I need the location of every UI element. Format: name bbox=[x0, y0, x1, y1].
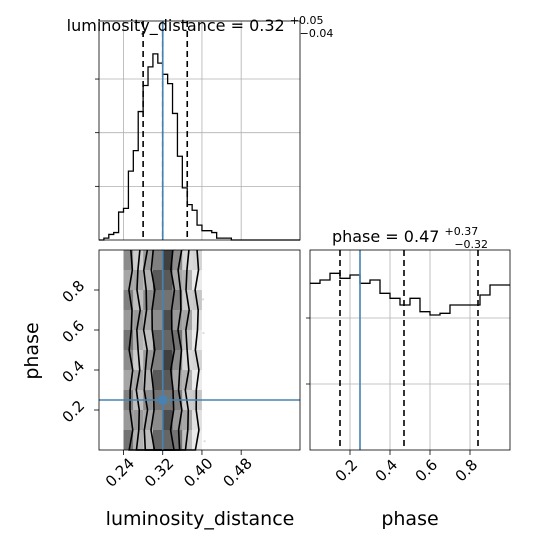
joint-density-cell bbox=[123, 310, 134, 330]
phase-title: phase = 0.47 +0.37 −0.32 bbox=[332, 220, 488, 251]
joint-density-cell bbox=[162, 350, 173, 370]
phase-hist-xtick-label-2: 0.6 bbox=[412, 456, 442, 486]
joint-density-cell bbox=[152, 270, 163, 290]
joint-density-cell bbox=[162, 370, 173, 390]
joint-density-cell bbox=[162, 410, 173, 430]
joint-density-cell bbox=[162, 250, 173, 270]
joint-xtick-label-2: 0.40 bbox=[180, 454, 216, 490]
joint-density-cell bbox=[172, 370, 183, 390]
phase-hist-xtick-label-3: 0.8 bbox=[452, 456, 482, 486]
joint-sample-point bbox=[202, 331, 205, 335]
joint-density-cell bbox=[123, 430, 134, 450]
joint-density-cell bbox=[123, 290, 134, 310]
phase-hist-xtick-label-0: 0.2 bbox=[332, 456, 362, 486]
joint-xtick-label-0: 0.24 bbox=[102, 454, 138, 490]
joint-density-cell bbox=[172, 310, 183, 330]
joint-ytick-label-0: 0.2 bbox=[59, 397, 89, 427]
joint-density-cell bbox=[152, 310, 163, 330]
joint-density-cell bbox=[172, 350, 183, 370]
joint-truth-marker bbox=[158, 396, 167, 404]
joint-density-cell bbox=[143, 370, 153, 390]
joint-density-cell bbox=[143, 250, 153, 270]
phase-hist-frame bbox=[309, 249, 511, 451]
joint-density-cell bbox=[143, 330, 153, 350]
phase-hist-xtick-label-1: 0.4 bbox=[372, 456, 402, 486]
joint-density-cell bbox=[162, 310, 173, 330]
joint-density-cell bbox=[143, 430, 153, 450]
joint-density-cell bbox=[123, 330, 134, 350]
x-axis-label-luminosity-distance: luminosity_distance bbox=[106, 508, 295, 530]
joint-density-cell bbox=[172, 330, 183, 350]
phase-hist-step bbox=[310, 272, 510, 316]
lum-hist-step bbox=[99, 53, 300, 241]
joint-density-cell bbox=[152, 250, 163, 270]
joint-sample-point bbox=[202, 298, 205, 301]
joint-density-cell bbox=[143, 270, 153, 290]
luminosity-distance-title: luminosity_distance = 0.32 +0.05 −0.04 bbox=[67, 9, 334, 40]
joint-density-cell bbox=[152, 370, 163, 390]
joint-density-cell bbox=[152, 350, 163, 370]
joint-density-cell bbox=[162, 330, 173, 350]
joint-density-cell bbox=[172, 250, 183, 270]
joint-density-cell bbox=[143, 350, 153, 370]
joint-ytick-label-3: 0.8 bbox=[59, 277, 89, 307]
joint-density-cell bbox=[172, 270, 183, 290]
joint-density-cell bbox=[143, 410, 153, 430]
joint-sample-point bbox=[203, 440, 206, 443]
lum-hist-frame bbox=[98, 20, 301, 241]
joint-ytick-label-1: 0.4 bbox=[59, 357, 89, 387]
joint-xtick-label-3: 0.48 bbox=[219, 454, 255, 490]
joint-density-cell bbox=[172, 430, 183, 450]
joint-density-cell bbox=[152, 290, 163, 310]
joint-density-cell bbox=[172, 410, 183, 430]
joint-density-cell bbox=[162, 290, 173, 310]
joint-density-cell bbox=[152, 410, 163, 430]
joint-xtick-label-1: 0.32 bbox=[141, 454, 177, 490]
y-axis-label-phase: phase bbox=[21, 322, 43, 379]
joint-posterior-panel: 0.24 0.32 0.40 0.48 0.2 0.4 0.6 0.8 bbox=[59, 248, 301, 491]
joint-density-cell bbox=[123, 350, 134, 370]
joint-density-cell bbox=[162, 430, 173, 450]
joint-density-cell bbox=[123, 370, 134, 390]
joint-density-cell bbox=[123, 270, 134, 290]
joint-density-cell bbox=[172, 290, 183, 310]
joint-density-cell bbox=[162, 270, 173, 290]
phase-histogram-panel: 0.2 0.4 0.6 0.8 bbox=[306, 249, 511, 486]
joint-density-cell bbox=[152, 330, 163, 350]
joint-density-cell bbox=[143, 290, 153, 310]
joint-frame bbox=[98, 249, 301, 451]
joint-density-cell bbox=[143, 310, 153, 330]
joint-density-cell bbox=[123, 250, 134, 270]
joint-density-cell bbox=[123, 410, 134, 430]
joint-ytick-label-2: 0.6 bbox=[59, 317, 89, 347]
joint-density-cell bbox=[152, 430, 163, 450]
luminosity-distance-histogram-panel bbox=[95, 20, 301, 241]
x-axis-label-phase: phase bbox=[381, 508, 438, 530]
